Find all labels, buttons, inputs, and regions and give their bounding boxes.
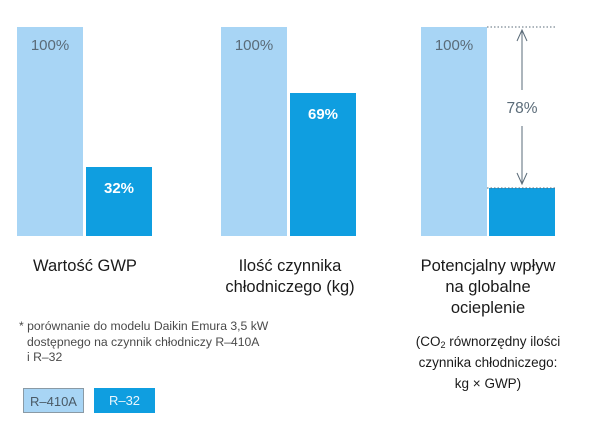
category-label-line: chłodniczego (kg) — [225, 278, 355, 296]
formula-subscript: 2 — [440, 340, 446, 350]
category-label-line: Ilość czynnika — [238, 257, 342, 275]
bar-r410a-gwp — [17, 27, 83, 236]
bar-label-r410a-gwp: 100% — [30, 37, 70, 54]
formula-line-2: czynnika chłodniczego: — [418, 355, 558, 370]
category-label-line: Wartość GWP — [33, 257, 137, 275]
category-label-amount: Ilość czynnika chłodniczego (kg) — [195, 256, 385, 298]
bar-label-r32-amount: 69% — [307, 106, 339, 123]
footnote: * porównanie do modelu Daikin Emura 3,5 … — [19, 319, 349, 366]
difference-label: 78% — [506, 100, 537, 117]
footnote-line: i R–32 — [27, 350, 63, 364]
formula-line-1: (CO2 równorzędny ilości — [383, 331, 593, 352]
formula-line1-rest: równorzędny ilości — [445, 334, 561, 349]
bar-label-r410a-impact: 100% — [434, 37, 474, 54]
bar-r32-gwp — [86, 167, 152, 236]
footnote-line: * porównanie do modelu Daikin Emura 3,5 … — [19, 319, 269, 333]
arrow-head-up-icon — [516, 28, 528, 42]
bar-r32-amount — [290, 93, 356, 236]
bar-r32-impact — [489, 188, 555, 236]
formula-line-3: kg × GWP) — [454, 376, 522, 391]
bar-r410a-amount — [221, 27, 287, 236]
legend-r410a: R–410A — [23, 388, 84, 413]
bar-r410a-impact — [421, 27, 487, 236]
impact-formula: (CO2 równorzędny ilości czynnika chłodni… — [383, 331, 593, 394]
bar-label-r410a-amount: 100% — [234, 37, 274, 54]
category-label-gwp: Wartość GWP — [0, 256, 170, 277]
legend-r32: R–32 — [94, 388, 155, 413]
category-label-line: Potencjalny wpływ — [420, 257, 556, 275]
category-label-impact: Potencjalny wpływ na globalne ocieplenie — [393, 256, 583, 319]
category-label-line: na globalne — [445, 278, 531, 296]
formula-prefix: (CO — [415, 334, 441, 349]
footnote-line: dostępnego na czynnik chłodniczy R–410A — [27, 334, 260, 349]
category-label-line: ocieplenie — [450, 299, 526, 317]
arrow-head-down-icon — [516, 172, 528, 186]
bar-label-r32-gwp: 32% — [103, 180, 135, 197]
